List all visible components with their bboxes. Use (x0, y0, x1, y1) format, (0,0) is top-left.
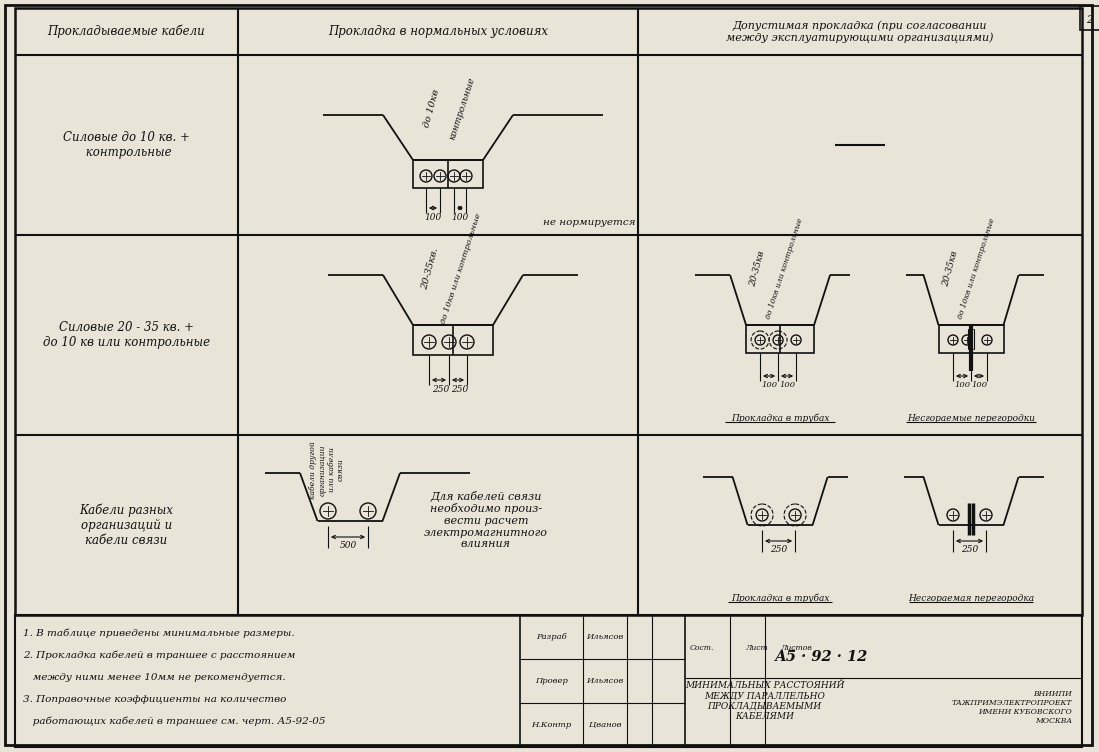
Text: МИНИМАЛЬНЫХ РАССТОЯНИЙ
МЕЖДУ ПАРАЛЛЕЛЬНО
ПРОКЛАДЫВАЕМЫМИ
КАБЕЛЯМИ: МИНИМАЛЬНЫХ РАССТОЯНИЙ МЕЖДУ ПАРАЛЛЕЛЬНО… (685, 681, 844, 721)
Text: не нормируется: не нормируется (543, 218, 635, 227)
Bar (1080, 6, 1099, 30)
Text: 250: 250 (770, 545, 787, 554)
Text: 2: 2 (1087, 15, 1094, 25)
Text: 100: 100 (970, 381, 987, 389)
Text: Ильясов: Ильясов (587, 677, 623, 685)
Text: 250: 250 (432, 384, 449, 393)
Text: 250: 250 (961, 545, 978, 554)
Text: Прокладка в трубах: Прокладка в трубах (731, 593, 830, 603)
Text: Ильясов: Ильясов (587, 633, 623, 641)
Text: Сост.: Сост. (690, 644, 714, 652)
Text: Разраб: Разраб (536, 633, 567, 641)
Text: Допустимая прокладка (при согласовании
между эксплуатирующими организациями): Допустимая прокладка (при согласовании м… (726, 20, 993, 43)
Bar (746, 325, 814, 353)
Text: 100: 100 (424, 213, 442, 222)
Text: Силовые до 10 кв. +
 контрольные: Силовые до 10 кв. + контрольные (63, 131, 190, 159)
Text: до 10кв или контрольные: до 10кв или контрольные (956, 217, 997, 320)
Text: работающих кабелей в траншее см. черт. А5-92-05: работающих кабелей в траншее см. черт. А… (23, 717, 325, 726)
Text: 1. В таблице приведены минимальные размеры.: 1. В таблице приведены минимальные разме… (23, 629, 295, 638)
Bar (968, 329, 974, 349)
Text: Прокладываемые кабели: Прокладываемые кабели (47, 25, 206, 38)
Text: контрольные: контрольные (447, 76, 476, 141)
Text: Цванов: Цванов (589, 720, 621, 729)
Text: 2. Прокладка кабелей в траншее с расстоянием: 2. Прокладка кабелей в траншее с расстоя… (23, 651, 296, 660)
Text: Для кабелей связи
необходимо произ-
вести расчет
электромагнитного
влияния: Для кабелей связи необходимо произ- вест… (424, 491, 548, 549)
Text: 20-35кв: 20-35кв (748, 250, 767, 288)
Text: до 10кв или контрольные: до 10кв или контрольные (764, 217, 804, 320)
Bar (939, 325, 1003, 353)
Text: Прокладка в трубах: Прокладка в трубах (731, 414, 830, 423)
Text: Н.Контр: Н.Контр (531, 720, 571, 729)
Text: Несгораемая перегородка: Несгораемая перегородка (908, 594, 1034, 603)
Text: ВНИИПИ
ТАЖПРИМЭЛЕКТРОПРОЕКТ
ИМЕНИ КУБОВСКОГО
МОСКВА: ВНИИПИ ТАЖПРИМЭЛЕКТРОПРОЕКТ ИМЕНИ КУБОВС… (952, 690, 1072, 725)
Text: 100: 100 (779, 381, 796, 389)
Text: между ними менее 10мм не рекомендуется.: между ними менее 10мм не рекомендуется. (23, 673, 286, 682)
Text: А5 · 92 · 12: А5 · 92 · 12 (775, 650, 868, 664)
Text: 20-35кв.: 20-35кв. (421, 247, 441, 291)
Bar (413, 160, 482, 188)
Text: 3. Поправочные коэффициенты на количество: 3. Поправочные коэффициенты на количеств… (23, 695, 287, 704)
Text: 100: 100 (761, 381, 777, 389)
Text: Листов: Листов (780, 644, 812, 652)
Text: Провер: Провер (535, 677, 568, 685)
Text: Несгораемые перегородки: Несгораемые перегородки (907, 414, 1035, 423)
Text: 250: 250 (452, 384, 468, 393)
Text: 500: 500 (340, 541, 356, 550)
Bar (413, 325, 493, 355)
Text: до 10кв или контрольные: до 10кв или контрольные (440, 212, 482, 325)
Text: Силовые 20 - 35 кв. +
до 10 кв или контрольные: Силовые 20 - 35 кв. + до 10 кв или контр… (43, 321, 210, 349)
Bar (15, 8, 1083, 615)
Text: 100: 100 (452, 213, 468, 222)
Text: кабели другой
организации
или кабели
связи: кабели другой организации или кабели свя… (310, 441, 345, 499)
Text: Кабели разных
организаций и
кабели связи: Кабели разных организаций и кабели связи (79, 503, 174, 547)
Text: до 10кв: до 10кв (422, 89, 441, 129)
Text: Лист: Лист (745, 644, 768, 652)
Text: 20-35кв: 20-35кв (942, 250, 959, 288)
Text: Прокладка в нормальных условиях: Прокладка в нормальных условиях (328, 25, 548, 38)
Bar (15, 615, 1083, 747)
Text: 100: 100 (954, 381, 970, 389)
